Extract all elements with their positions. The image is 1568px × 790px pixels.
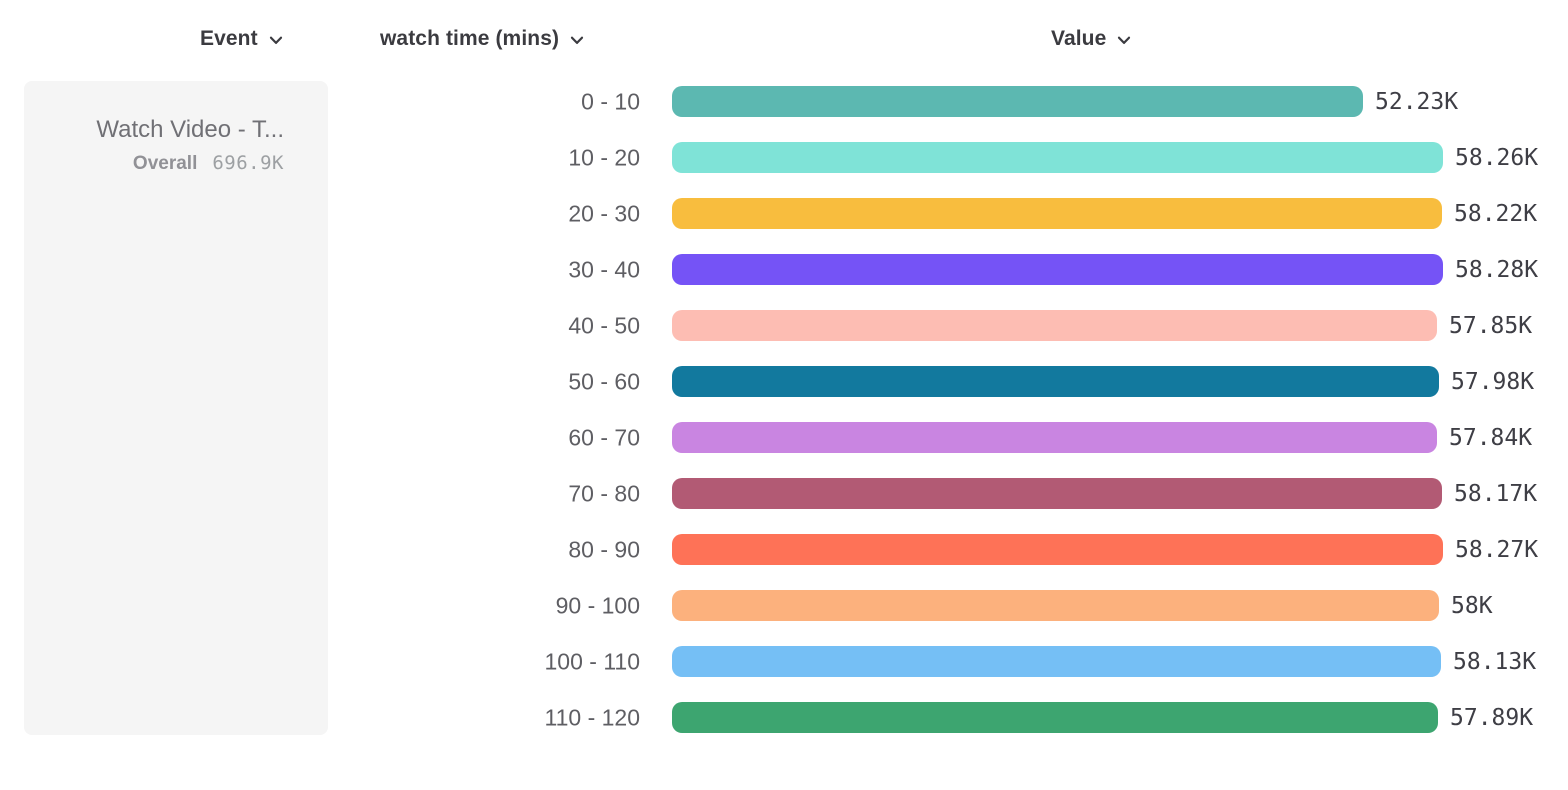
- value-label: 52.23K: [1375, 88, 1459, 115]
- category-label: 70 - 80: [568, 480, 640, 506]
- bar-row: 20 - 30 58.22K: [0, 198, 1568, 229]
- bar-segment[interactable]: [672, 646, 1441, 677]
- bar-segment[interactable]: [672, 366, 1439, 397]
- column-header-event-label: Event: [200, 27, 258, 50]
- value-label: 57.85K: [1449, 312, 1533, 339]
- bar-segment[interactable]: [672, 590, 1439, 621]
- category-label: 40 - 50: [568, 312, 640, 338]
- event-title: Watch Video - T...: [96, 116, 284, 143]
- chevron-down-icon: [1117, 36, 1131, 45]
- bar-segment[interactable]: [672, 86, 1363, 117]
- bar-segment[interactable]: [672, 198, 1442, 229]
- overall-value: 696.9K: [212, 152, 284, 174]
- bar-segment[interactable]: [672, 254, 1443, 285]
- bar-row: 60 - 70 57.84K: [0, 422, 1568, 453]
- bar-row: 0 - 10 52.23K: [0, 86, 1568, 117]
- bar-segment[interactable]: [672, 702, 1438, 733]
- bar-row: 80 - 90 58.27K: [0, 534, 1568, 565]
- category-label: 80 - 90: [568, 536, 640, 562]
- bar-segment[interactable]: [672, 478, 1442, 509]
- column-header-breakdown[interactable]: watch time (mins): [380, 27, 584, 51]
- bar-segment[interactable]: [672, 534, 1443, 565]
- value-label: 57.98K: [1451, 368, 1535, 395]
- column-header-event[interactable]: Event: [200, 27, 283, 51]
- bar-row: 70 - 80 58.17K: [0, 478, 1568, 509]
- category-label: 10 - 20: [568, 144, 640, 170]
- chevron-down-icon: [570, 36, 584, 45]
- category-label: 90 - 100: [555, 592, 640, 618]
- value-label: 58.13K: [1453, 648, 1537, 675]
- bar-segment[interactable]: [672, 310, 1437, 341]
- value-label: 57.89K: [1450, 704, 1534, 731]
- value-label: 58.17K: [1454, 480, 1538, 507]
- bar-row: 40 - 50 57.85K: [0, 310, 1568, 341]
- value-label: 57.84K: [1449, 424, 1533, 451]
- bar-row: 90 - 100 58K: [0, 590, 1568, 621]
- column-header-value-label: Value: [1051, 27, 1107, 50]
- category-label: 110 - 120: [544, 704, 640, 730]
- overall-row: Overall 696.9K: [24, 152, 284, 175]
- bar-row: 110 - 120 57.89K: [0, 702, 1568, 733]
- bar-row: 30 - 40 58.28K: [0, 254, 1568, 285]
- chevron-down-icon: [269, 36, 283, 45]
- column-header-breakdown-label: watch time (mins): [380, 27, 560, 50]
- bar-row: 10 - 20 58.26K: [0, 142, 1568, 173]
- category-label: 0 - 10: [581, 88, 640, 114]
- event-legend-card[interactable]: Watch Video - T... Overall 696.9K: [24, 81, 328, 735]
- category-label: 100 - 110: [544, 648, 640, 674]
- category-label: 60 - 70: [568, 424, 640, 450]
- value-label: 58K: [1451, 592, 1493, 619]
- bar-row: 50 - 60 57.98K: [0, 366, 1568, 397]
- bar-row: 100 - 110 58.13K: [0, 646, 1568, 677]
- overall-label: Overall: [132, 153, 198, 174]
- category-label: 30 - 40: [568, 256, 640, 282]
- column-header-value[interactable]: Value: [1051, 27, 1131, 51]
- value-label: 58.22K: [1454, 200, 1538, 227]
- category-label: 20 - 30: [568, 200, 640, 226]
- category-label: 50 - 60: [568, 368, 640, 394]
- value-label: 58.26K: [1455, 144, 1539, 171]
- bar-segment[interactable]: [672, 142, 1443, 173]
- bar-segment[interactable]: [672, 422, 1437, 453]
- value-label: 58.27K: [1455, 536, 1539, 563]
- value-label: 58.28K: [1455, 256, 1539, 283]
